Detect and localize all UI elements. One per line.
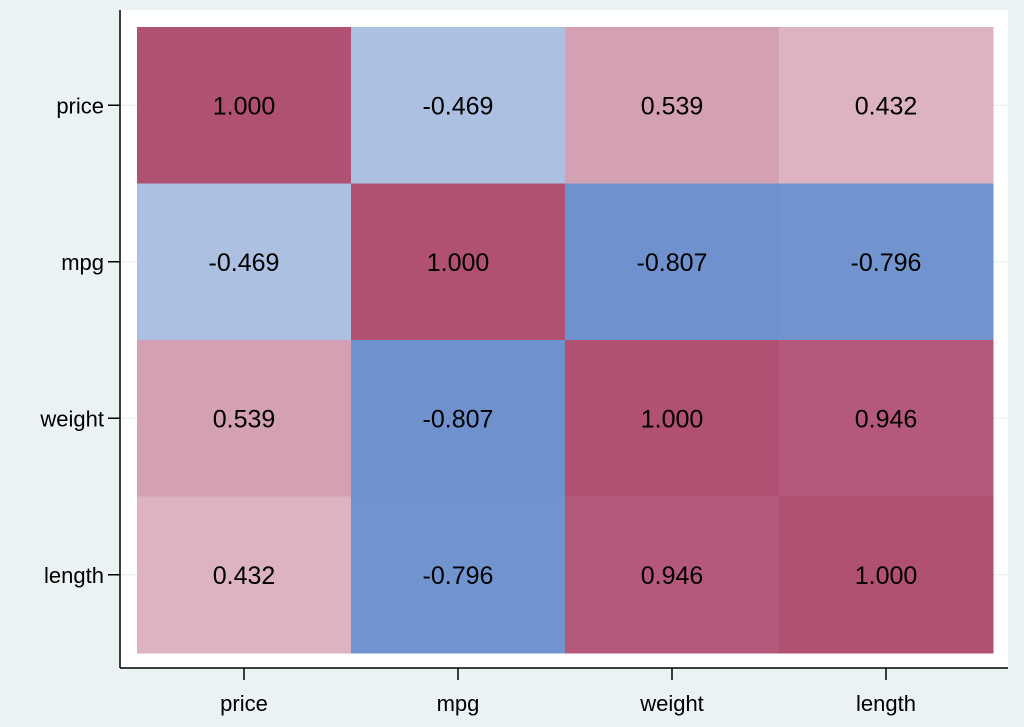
x-tick-label: mpg [437, 691, 480, 716]
heatmap-cell [779, 27, 994, 184]
heatmap-cell [137, 27, 352, 184]
cell-value-label: 0.539 [641, 92, 704, 120]
heatmap-cell [565, 340, 780, 497]
heatmap-cell [565, 27, 780, 184]
x-tick-label: weight [639, 691, 704, 716]
cell-value-label: 0.432 [855, 92, 918, 120]
y-tick-label: weight [39, 406, 104, 431]
y-axis-ticks: price mpg weight length [39, 93, 120, 588]
x-axis-ticks: price mpg weight length [220, 668, 916, 716]
cell-value-labels: 1.000 -0.469 0.539 0.432 -0.469 1.000 -0.807 -0… [209, 92, 922, 590]
heatmap-cells [137, 27, 994, 654]
cell-value-label: 1.000 [855, 562, 918, 590]
heatmap-cell [137, 183, 352, 341]
heatmap-cell [137, 340, 352, 497]
heatmap-cell [351, 27, 566, 184]
heatmap-cell [351, 183, 566, 341]
y-tick-label: length [44, 563, 104, 588]
y-tick-label: mpg [61, 250, 104, 275]
heatmap-cell [565, 496, 780, 654]
cell-value-label: -0.469 [423, 92, 494, 120]
heatmap-cell [779, 496, 994, 654]
heatmap-cell [779, 183, 994, 341]
cell-value-label: 1.000 [641, 405, 704, 433]
cell-value-label: -0.796 [423, 562, 494, 590]
cell-value-label: 0.946 [641, 562, 704, 590]
cell-value-label: 1.000 [213, 92, 276, 120]
cell-value-label: -0.796 [851, 249, 922, 277]
cell-value-label: 1.000 [427, 249, 490, 277]
heatmap-cell [351, 340, 566, 497]
cell-value-label: -0.807 [637, 249, 708, 277]
heatmap-cell [137, 496, 352, 654]
heatmap-cell [351, 496, 566, 654]
cell-value-label: -0.807 [423, 405, 494, 433]
cell-value-label: 0.432 [213, 562, 276, 590]
cell-value-label: -0.469 [209, 249, 280, 277]
heatmap-cell [779, 340, 994, 497]
x-tick-label: length [856, 691, 916, 716]
cell-value-label: 0.539 [213, 405, 276, 433]
heatmap-cell [565, 183, 780, 341]
y-tick-label: price [56, 93, 104, 118]
x-tick-label: price [220, 691, 268, 716]
cell-value-label: 0.946 [855, 405, 918, 433]
